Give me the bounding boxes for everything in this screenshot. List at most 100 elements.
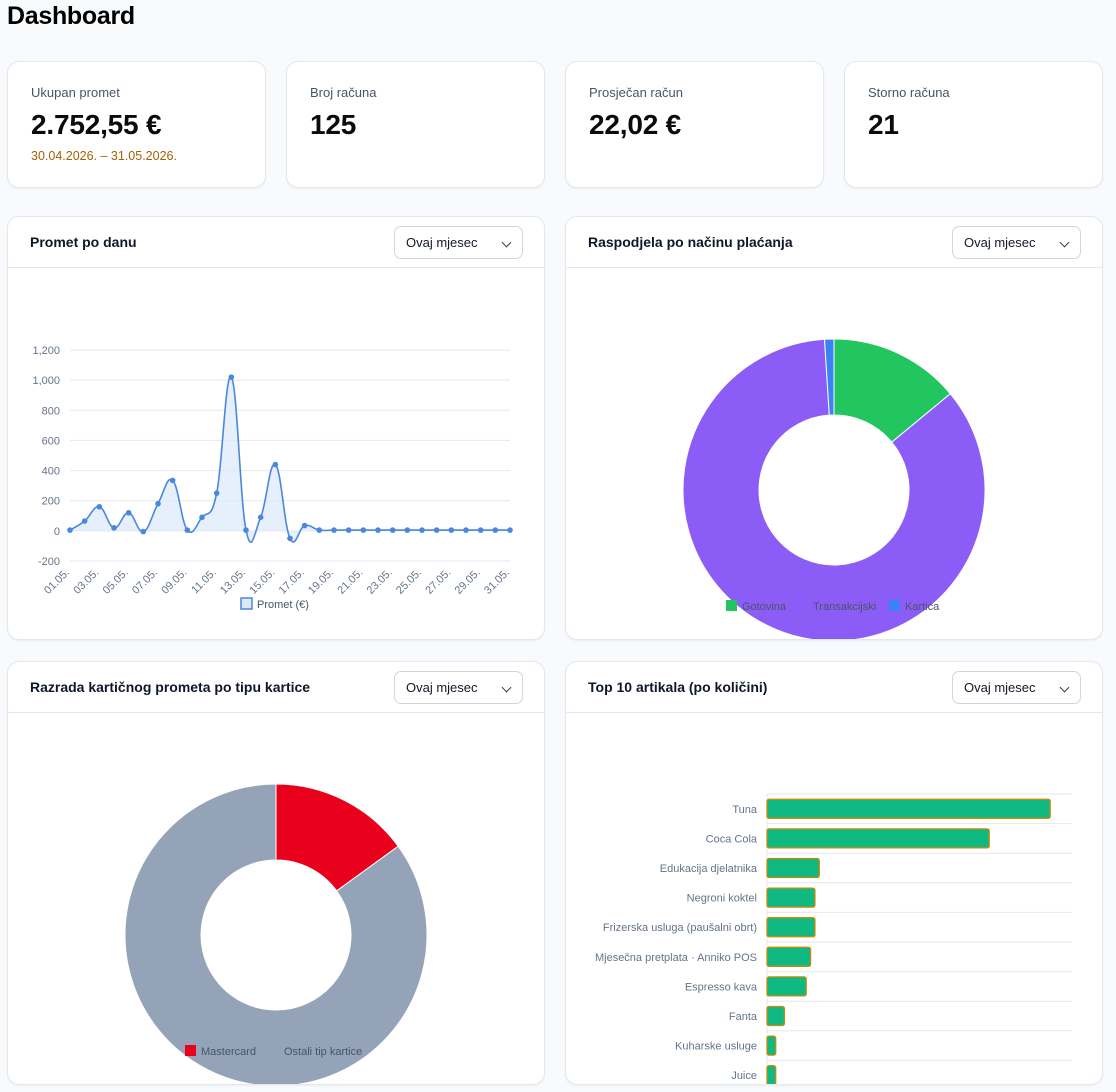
series-area — [70, 376, 510, 543]
series-line — [69, 376, 510, 543]
data-point — [316, 527, 323, 533]
category-label: Negroni koktel — [687, 893, 757, 905]
card-type-donut-chart: Mastercard Ostali tip kartice — [124, 783, 428, 1084]
legend-swatch — [797, 600, 808, 611]
donut-slice — [823, 338, 835, 416]
chevron-down-icon — [1059, 682, 1070, 693]
category-label: Coca Cola — [706, 833, 758, 845]
panel-title: Razrada kartičnog prometa po tipu kartic… — [30, 679, 311, 695]
period-select[interactable]: Ovaj mjesec — [394, 226, 523, 259]
data-point — [67, 527, 73, 533]
legend-swatch — [268, 1045, 279, 1056]
stat-label: Prosječan račun — [589, 85, 683, 100]
donut-slice — [124, 783, 428, 1084]
category-label: Edukacija djelatnika — [660, 863, 758, 875]
data-point — [169, 477, 176, 484]
x-tick-label: 31.05. — [482, 567, 512, 597]
data-point — [155, 500, 161, 507]
category-label: Espresso kava — [685, 981, 758, 993]
legend-label: Gotovina — [742, 601, 787, 613]
period-select[interactable]: Ovaj mjesec — [394, 671, 523, 704]
page-title: Dashboard — [7, 2, 135, 30]
stat-card-cancelled-receipts: Storno računa 21 — [844, 61, 1103, 188]
data-point — [404, 527, 411, 533]
top-items-bar-chart: Tuna Coca Cola Edukacija djelatnika Negroni… — [595, 793, 1072, 1084]
period-select[interactable]: Ovaj mjesec — [952, 226, 1081, 259]
category-label: Juice — [731, 1070, 757, 1082]
x-tick-label: 19.05. — [306, 567, 336, 597]
category-label: Tuna — [732, 804, 758, 816]
bar — [766, 798, 1051, 819]
y-tick-label: 200 — [42, 496, 60, 508]
data-point — [331, 527, 337, 533]
period-select-value: Ovaj mjesec — [964, 680, 1036, 695]
data-point — [81, 518, 88, 524]
legend-label: Ostali tip kartice — [284, 1046, 362, 1058]
stat-card-average-receipt: Prosječan račun 22,02 € — [565, 61, 824, 188]
stat-label: Broj računa — [310, 85, 377, 100]
x-tick-label: 25.05. — [394, 567, 424, 597]
stat-card-receipt-count: Broj računa 125 — [286, 61, 545, 188]
data-point — [389, 527, 396, 533]
panel-header: Razrada kartičnog prometa po tipu kartic… — [8, 662, 544, 713]
data-point — [257, 514, 264, 521]
data-point — [243, 527, 249, 533]
y-tick-label: 1,200 — [32, 345, 60, 357]
payment-method-donut-chart: Gotovina Transakcijski Kartica — [682, 338, 986, 639]
bar — [766, 857, 820, 879]
legend-label: Transakcijski — [813, 601, 876, 613]
data-point — [213, 490, 220, 496]
data-point — [375, 527, 381, 533]
data-point — [272, 461, 279, 468]
period-select-value: Ovaj mjesec — [964, 235, 1036, 250]
panel-header: Promet po danu Ovaj mjesec — [8, 217, 544, 268]
stat-card-total-revenue: Ukupan promet 2.752,55 € 30.04.2026. – 3… — [7, 61, 266, 188]
bar — [766, 976, 807, 997]
chevron-down-icon — [501, 237, 512, 248]
x-tick-label: 03.05. — [71, 567, 101, 597]
data-point — [184, 527, 191, 533]
data-point — [433, 527, 440, 533]
chevron-down-icon — [501, 682, 512, 693]
chevron-down-icon — [1059, 237, 1070, 248]
y-tick-label: 600 — [42, 435, 60, 447]
data-point — [96, 503, 103, 510]
legend-swatch — [889, 600, 900, 611]
x-tick-label: 21.05. — [335, 567, 365, 597]
stat-value: 21 — [868, 109, 899, 140]
x-tick-label: 05.05. — [101, 567, 131, 597]
bar — [766, 1005, 786, 1027]
x-tick-label: 17.05. — [277, 567, 307, 597]
panel-title: Top 10 artikala (po količini) — [588, 679, 768, 695]
panel-header: Top 10 artikala (po količini) Ovaj mjese… — [566, 662, 1102, 713]
category-label: Kuharske usluge — [675, 1041, 757, 1053]
x-tick-label: 23.05. — [365, 567, 395, 597]
data-point — [492, 527, 499, 533]
data-point — [228, 374, 235, 380]
bar — [766, 946, 812, 967]
donut-slice — [682, 338, 986, 639]
x-tick-label: 11.05. — [189, 567, 219, 597]
x-tick-label: 13.05. — [218, 567, 248, 597]
daily-revenue-panel: Promet po danu Ovaj mjesec -200 0 200 400 60… — [7, 216, 545, 640]
card-type-panel: Razrada kartičnog prometa po tipu kartic… — [7, 661, 545, 1085]
data-point — [111, 525, 117, 531]
data-point — [345, 527, 352, 533]
x-tick-label: 07.05. — [130, 567, 160, 597]
data-point — [199, 514, 205, 521]
category-label: Mjesečna pretplata · Anniko POS — [595, 952, 757, 964]
y-tick-label: 1,000 — [32, 375, 60, 387]
panel-title: Raspodjela po načinu plaćanja — [588, 234, 793, 250]
period-select-value: Ovaj mjesec — [406, 680, 478, 695]
stat-value: 22,02 € — [589, 109, 682, 140]
x-tick-label: 09.05. — [159, 567, 189, 597]
data-point — [125, 509, 132, 516]
period-select[interactable]: Ovaj mjesec — [952, 671, 1081, 704]
category-label: Fanta — [729, 1011, 758, 1023]
data-point — [419, 527, 425, 533]
stat-date-range: 30.04.2026. – 31.05.2026. — [31, 149, 177, 163]
data-point — [463, 527, 469, 533]
stat-label: Ukupan promet — [31, 85, 120, 100]
legend-swatch — [185, 1045, 196, 1056]
